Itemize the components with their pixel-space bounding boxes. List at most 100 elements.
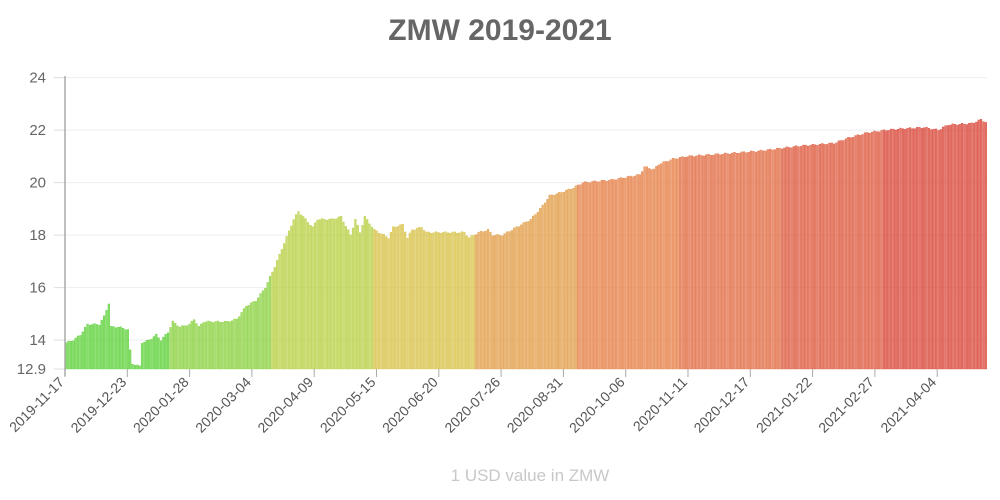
bar [593, 180, 596, 370]
x-tick-label: 2020-06-20 [379, 374, 441, 436]
bar [337, 216, 340, 370]
bar [918, 127, 921, 370]
bar [392, 226, 395, 370]
bar [394, 226, 397, 370]
bar [93, 323, 96, 370]
bar [600, 180, 603, 370]
bar [553, 195, 556, 370]
bar [752, 151, 755, 370]
bar [524, 221, 528, 370]
bar [596, 181, 599, 370]
bar [719, 154, 722, 370]
bar [889, 128, 893, 370]
bar [159, 340, 163, 370]
bar [114, 327, 118, 370]
bar [745, 152, 748, 370]
bar [76, 335, 80, 370]
bar [885, 130, 888, 370]
bar [847, 137, 850, 370]
bar [124, 329, 127, 370]
bar [683, 157, 686, 370]
bar [503, 233, 506, 370]
bar [117, 327, 120, 370]
bar [380, 233, 383, 370]
bar [119, 326, 122, 370]
bar [979, 119, 983, 370]
bar [280, 249, 283, 370]
bar [799, 146, 803, 370]
bar [306, 222, 310, 370]
bar [342, 221, 345, 370]
bar [821, 143, 824, 370]
bar [825, 144, 829, 370]
bar [370, 226, 374, 370]
bar [714, 153, 717, 370]
bar [197, 326, 201, 370]
bar [577, 184, 580, 370]
bar [484, 230, 487, 370]
bar [207, 320, 210, 370]
bar [167, 332, 170, 370]
bar [899, 127, 902, 370]
bar [439, 233, 442, 370]
bar [757, 150, 760, 370]
bar [444, 231, 447, 370]
bar [100, 319, 103, 370]
bar [897, 128, 900, 370]
bar [581, 182, 584, 370]
bar [470, 235, 473, 370]
bar [247, 305, 250, 370]
y-axis: 12.9 14 16 18 20 22 24 [17, 70, 66, 378]
x-tick-label: 2020-01-28 [130, 374, 192, 436]
bar [242, 308, 246, 370]
bar [363, 216, 366, 370]
bar [830, 142, 833, 370]
x-tick-label: 2021-01-22 [753, 374, 815, 436]
bar [968, 123, 971, 370]
bar [712, 154, 715, 370]
bar [681, 156, 684, 370]
bar [579, 184, 582, 370]
bar [107, 303, 110, 370]
bar [249, 302, 253, 370]
bar [427, 231, 430, 370]
bar [356, 224, 359, 370]
bar [188, 323, 191, 370]
bar [605, 180, 608, 370]
bar [930, 129, 933, 370]
y-tick-label: 24 [29, 70, 46, 87]
bar [624, 177, 627, 370]
bar [271, 271, 274, 370]
bar [190, 320, 193, 370]
bar [728, 153, 731, 370]
bar [432, 232, 435, 370]
bar [854, 135, 857, 370]
bar [664, 161, 667, 370]
x-tick-label: 2020-10-06 [566, 374, 628, 436]
bar [709, 154, 712, 370]
bar [313, 222, 317, 370]
bar [652, 168, 656, 370]
bar [354, 219, 357, 370]
x-tick-label: 2020-05-15 [317, 374, 379, 436]
bar [283, 243, 286, 370]
bar [477, 231, 480, 370]
bar [828, 142, 831, 370]
bar [278, 253, 281, 370]
bar [259, 293, 262, 370]
bar [460, 231, 464, 370]
bar [133, 365, 137, 370]
bar [764, 150, 767, 370]
bar [906, 127, 909, 370]
bar [958, 124, 961, 370]
bar [560, 192, 563, 370]
bar [638, 174, 641, 370]
x-tick-label: 2021-02-27 [815, 374, 877, 436]
bar [328, 219, 331, 370]
bar [949, 124, 952, 370]
y-tick-label: 18 [29, 227, 46, 244]
bar [667, 161, 670, 370]
bar [939, 129, 942, 370]
bar [783, 147, 786, 370]
bar [425, 231, 428, 370]
